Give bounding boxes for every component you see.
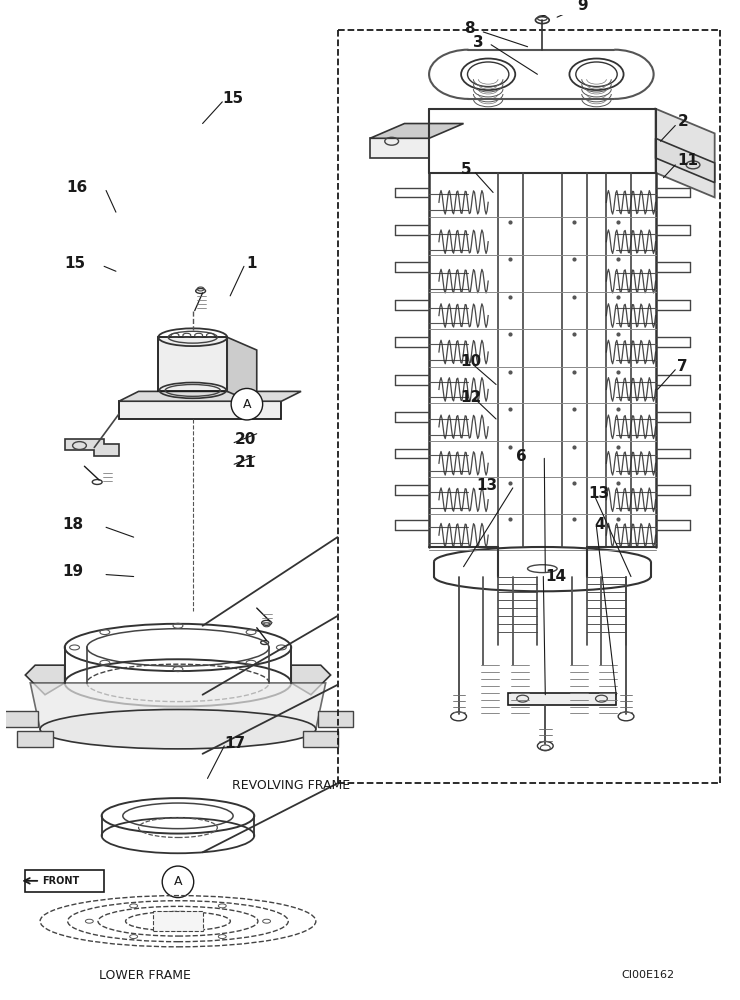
Text: 3: 3 <box>474 35 484 50</box>
Text: FRONT: FRONT <box>42 876 79 886</box>
Polygon shape <box>64 439 119 456</box>
Text: 12: 12 <box>460 390 482 405</box>
Text: 7: 7 <box>677 359 688 374</box>
Circle shape <box>231 388 263 420</box>
Text: A: A <box>243 398 251 411</box>
Circle shape <box>162 866 194 898</box>
Polygon shape <box>370 138 429 158</box>
Text: LOWER FRAME: LOWER FRAME <box>99 969 191 982</box>
Bar <box>508 693 616 705</box>
Text: CI00E162: CI00E162 <box>621 970 674 980</box>
Polygon shape <box>227 337 257 404</box>
Text: 5: 5 <box>460 162 471 177</box>
Bar <box>153 911 203 931</box>
Text: 13: 13 <box>477 478 497 493</box>
Bar <box>158 337 227 391</box>
Text: 19: 19 <box>63 564 84 579</box>
Text: 6: 6 <box>516 449 526 464</box>
Text: 4: 4 <box>594 517 605 532</box>
Text: A: A <box>174 875 182 888</box>
Text: 8: 8 <box>465 21 475 36</box>
Polygon shape <box>317 711 353 727</box>
Text: 11: 11 <box>677 153 699 168</box>
Text: 2: 2 <box>677 114 688 129</box>
Polygon shape <box>292 665 331 695</box>
Polygon shape <box>656 138 715 183</box>
Text: 14: 14 <box>545 569 566 584</box>
Polygon shape <box>656 109 715 197</box>
Text: 16: 16 <box>67 180 88 195</box>
Text: 21: 21 <box>235 455 256 470</box>
Polygon shape <box>30 683 326 729</box>
Bar <box>119 401 281 419</box>
Text: 18: 18 <box>63 517 84 532</box>
Text: 15: 15 <box>222 91 243 106</box>
Polygon shape <box>370 124 463 138</box>
Text: 9: 9 <box>576 0 588 13</box>
Bar <box>25 870 104 892</box>
Ellipse shape <box>40 709 316 749</box>
Polygon shape <box>303 731 338 747</box>
Text: 10: 10 <box>460 354 482 369</box>
Text: REVOLVING FRAME: REVOLVING FRAME <box>232 779 350 792</box>
Text: 15: 15 <box>64 256 86 271</box>
Polygon shape <box>3 711 38 727</box>
Polygon shape <box>25 665 64 695</box>
Polygon shape <box>119 391 301 401</box>
Text: 1: 1 <box>246 256 257 271</box>
Text: 20: 20 <box>235 432 257 447</box>
Text: 13: 13 <box>588 486 610 501</box>
Polygon shape <box>18 731 53 747</box>
Text: 17: 17 <box>224 736 246 751</box>
